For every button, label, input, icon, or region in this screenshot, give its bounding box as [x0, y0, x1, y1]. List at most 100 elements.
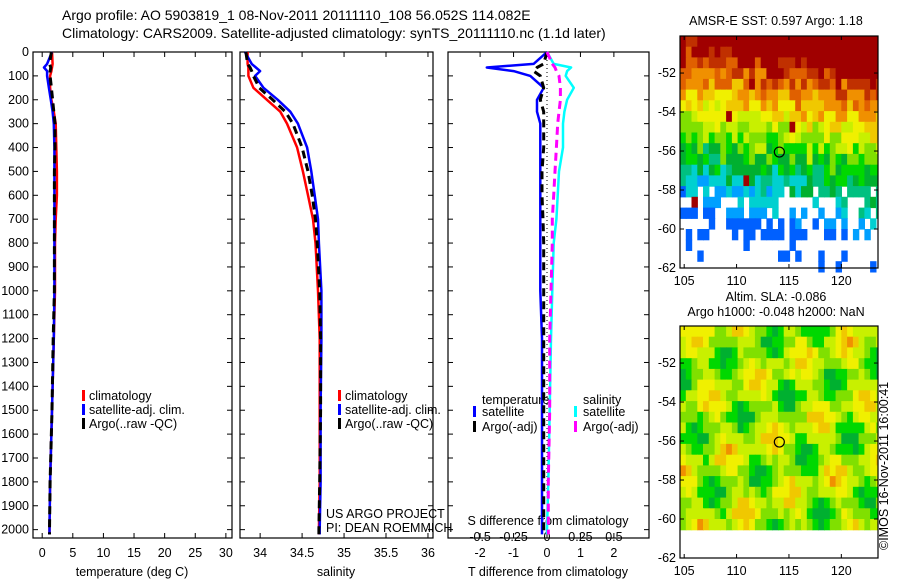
x-tick-label: 35 — [337, 546, 351, 560]
map-cell — [870, 78, 877, 91]
map-cell — [772, 519, 779, 531]
map-cell — [847, 465, 854, 477]
map-cell — [743, 229, 750, 241]
map-cell — [703, 46, 710, 58]
map-cell — [743, 379, 750, 391]
map-cell — [708, 121, 716, 134]
map-cell — [864, 347, 871, 359]
map-cell — [778, 250, 785, 262]
map-cell — [864, 422, 871, 434]
map-cell — [691, 390, 698, 402]
map-cell — [841, 347, 848, 359]
map-cell — [835, 465, 842, 477]
map-cell — [801, 186, 808, 198]
map-cell — [870, 390, 877, 402]
map-cell — [795, 164, 802, 176]
map-cell — [766, 186, 773, 198]
y-tick-label: -52 — [658, 66, 676, 80]
map-cell — [841, 78, 848, 91]
map-cell — [852, 326, 860, 338]
map-cell — [864, 411, 871, 424]
map-cell — [801, 497, 808, 509]
map-cell — [778, 379, 785, 391]
map-cell — [858, 486, 865, 499]
map-cell — [778, 68, 785, 80]
map-cell — [801, 121, 808, 134]
map-cell — [841, 89, 848, 101]
map-cell — [760, 422, 768, 434]
map-cell — [824, 358, 831, 370]
map-cell — [749, 100, 756, 112]
map-cell — [829, 368, 837, 381]
map-cell — [691, 465, 698, 477]
map-cell — [714, 78, 721, 91]
map-cell — [806, 465, 814, 477]
map-cell — [812, 486, 819, 499]
map-cell — [829, 100, 837, 112]
difference-panel: T difference from climatology S differen… — [447, 51, 650, 579]
map-cell — [864, 401, 871, 413]
map-cell — [847, 36, 854, 48]
map-cell — [726, 465, 733, 477]
map-cell — [835, 153, 842, 166]
map-cell — [824, 78, 831, 91]
map-cell — [743, 368, 750, 381]
map-cell — [766, 68, 773, 80]
map-cell — [691, 379, 698, 391]
map-cell — [812, 476, 819, 488]
argo-location-marker — [773, 146, 785, 158]
map-cell — [789, 229, 796, 241]
map-cell — [685, 508, 693, 520]
map-cell — [749, 336, 756, 348]
map-cell — [870, 68, 877, 80]
map-cell — [789, 422, 796, 434]
map-cell — [708, 89, 716, 101]
map-cell — [783, 68, 791, 80]
map-cell — [795, 390, 802, 402]
map-cell — [737, 486, 744, 499]
map-cell — [783, 89, 791, 101]
map-cell — [731, 422, 739, 434]
map-cell — [835, 486, 842, 499]
map-cell — [789, 411, 796, 424]
map-cell — [731, 164, 739, 176]
map-cell — [772, 78, 779, 91]
map-cell — [766, 368, 773, 381]
map-cell — [760, 433, 768, 445]
map-cell — [697, 465, 704, 477]
map-cell — [801, 143, 808, 155]
map-cell — [691, 401, 698, 413]
map-cell — [731, 465, 739, 477]
map-cell — [783, 368, 791, 381]
map-cell — [691, 519, 698, 531]
map-cell — [852, 68, 860, 80]
map-cell — [749, 390, 756, 402]
map-cell — [801, 476, 808, 488]
map-cell — [703, 443, 710, 456]
map-cell — [720, 433, 727, 445]
map-cell — [858, 422, 865, 434]
map-cell — [806, 36, 814, 48]
map-cell — [778, 132, 785, 144]
map-cell — [818, 519, 825, 531]
map-cell — [685, 46, 693, 58]
x-tick-label: 36 — [421, 546, 435, 560]
map-cell — [772, 229, 779, 241]
map-cell — [795, 132, 802, 144]
map-cell — [680, 497, 687, 509]
map-cell — [691, 326, 698, 338]
map-cell — [864, 196, 871, 209]
map-cell — [766, 153, 773, 166]
map-cell — [795, 57, 802, 69]
map-cell — [749, 57, 756, 69]
map-cell — [835, 89, 842, 101]
y-tick-label: -54 — [658, 105, 676, 119]
map-cell — [864, 175, 871, 187]
map-cell — [801, 508, 808, 520]
map-cell — [754, 78, 762, 91]
map-cell — [708, 36, 716, 48]
map-cell — [795, 229, 802, 241]
map-cell — [806, 143, 814, 155]
map-cell — [870, 443, 877, 456]
